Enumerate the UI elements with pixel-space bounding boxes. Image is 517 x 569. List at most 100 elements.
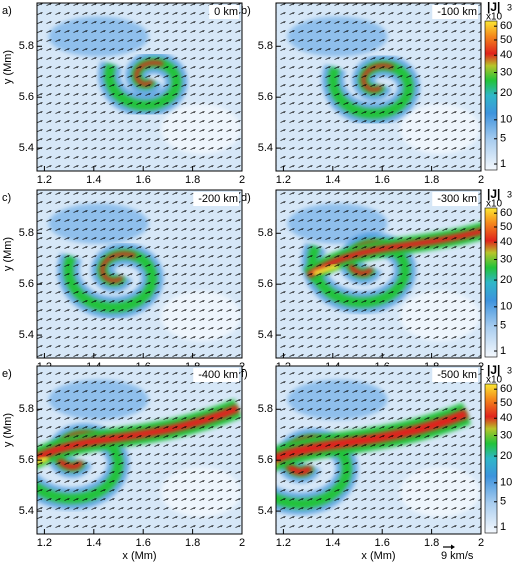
x-tick-label: 1.8 bbox=[185, 537, 200, 549]
x-tick-label: 1.2 bbox=[276, 537, 291, 549]
colorbar-tick-label: 50 bbox=[500, 221, 512, 233]
x-tick-label: 2 bbox=[239, 537, 245, 549]
x-tick-label: 1.6 bbox=[136, 537, 151, 549]
colorbar-tick-label: 5 bbox=[500, 133, 506, 145]
colorbar-tick-label: 1 bbox=[500, 158, 506, 170]
colorbar-tick-label: 40 bbox=[500, 412, 512, 424]
x-axis-label: x (Mm) bbox=[122, 550, 156, 562]
x-tick-label: 1.4 bbox=[86, 537, 101, 549]
frame bbox=[36, 189, 243, 359]
panel-label: e) bbox=[2, 368, 12, 380]
colorbar bbox=[484, 20, 498, 171]
colorbar-label: |J| bbox=[487, 363, 500, 377]
frame bbox=[275, 365, 482, 535]
colorbar-tick-label: 10 bbox=[500, 301, 512, 313]
y-axis-label: y (Mm) bbox=[2, 413, 14, 447]
x-tick-label: 1.2 bbox=[37, 537, 52, 549]
y-tick-label: 5.8 bbox=[258, 403, 273, 415]
panel-label: c) bbox=[2, 192, 11, 204]
heatmap bbox=[37, 366, 242, 534]
depth-label-box bbox=[432, 368, 478, 382]
colorbar-tick-label: 50 bbox=[500, 397, 512, 409]
velocity-arrows bbox=[276, 3, 481, 171]
colorbar-tick-label: 20 bbox=[500, 450, 512, 462]
colorbar-tick-label: 30 bbox=[500, 429, 512, 441]
colorbar-tick-label: 60 bbox=[500, 383, 512, 395]
colorbar-tick-label: 20 bbox=[500, 87, 512, 99]
panel-label: b) bbox=[241, 5, 251, 17]
x-tick-label: 1.8 bbox=[424, 537, 439, 549]
y-tick-label: 5.4 bbox=[19, 142, 34, 154]
heatmap bbox=[37, 3, 242, 171]
depth-label: -100 km bbox=[437, 6, 477, 18]
x-tick-label: 2 bbox=[478, 174, 484, 186]
x-tick-label: 1.6 bbox=[375, 537, 390, 549]
x-tick-label: 1.2 bbox=[276, 174, 291, 186]
arrow-scale-label: 9 km/s bbox=[441, 550, 474, 562]
colorbar-tick-label: 1 bbox=[500, 345, 506, 357]
x-axis-label: x (Mm) bbox=[361, 550, 395, 562]
colorbar-label: |J| bbox=[487, 187, 500, 201]
panel-label: d) bbox=[241, 192, 251, 204]
colorbar bbox=[484, 383, 498, 534]
velocity-arrows bbox=[37, 366, 242, 534]
colorbar-tick-label: 50 bbox=[500, 34, 512, 46]
colorbar-tick-label: 10 bbox=[500, 477, 512, 489]
colorbar-exponent: 3 bbox=[507, 2, 512, 12]
y-tick-label: 5.8 bbox=[19, 227, 34, 239]
depth-label-box bbox=[432, 5, 478, 19]
colorbar-tick-label: 20 bbox=[500, 274, 512, 286]
colorbar-tick-label: 10 bbox=[500, 114, 512, 126]
x-tick-label: 1.4 bbox=[325, 174, 340, 186]
y-tick-label: 5.8 bbox=[19, 40, 34, 52]
y-tick-label: 5.8 bbox=[258, 40, 273, 52]
frame bbox=[275, 189, 482, 359]
x-tick-label: 2 bbox=[478, 537, 484, 549]
colorbar-label: |J| bbox=[487, 0, 500, 14]
colorbar-exponent: 3 bbox=[507, 189, 512, 199]
depth-label: -200 km bbox=[198, 193, 238, 205]
y-tick-label: 5.4 bbox=[258, 505, 273, 517]
y-tick-label: 5.6 bbox=[19, 91, 34, 103]
panel-label: f) bbox=[241, 368, 248, 380]
x-tick-label: 1.8 bbox=[185, 174, 200, 186]
depth-label-box bbox=[193, 192, 239, 206]
colorbar-tick-label: 5 bbox=[500, 496, 506, 508]
velocity-arrows bbox=[37, 3, 242, 171]
colorbar-tick-label: 5 bbox=[500, 320, 506, 332]
y-tick-label: 5.4 bbox=[258, 142, 273, 154]
colorbar-factor: x10 bbox=[486, 375, 503, 386]
arrow-scale-head bbox=[451, 544, 455, 550]
x-tick-label: 2 bbox=[239, 174, 245, 186]
y-axis-label: y (Mm) bbox=[2, 50, 14, 84]
colorbar-tick-label: 40 bbox=[500, 49, 512, 61]
colorbar-tick-label: 60 bbox=[500, 20, 512, 32]
x-tick-label: 1.2 bbox=[37, 174, 52, 186]
colorbar-tick-label: 30 bbox=[500, 66, 512, 78]
y-axis-label: y (Mm) bbox=[2, 237, 14, 271]
y-tick-label: 5.4 bbox=[258, 329, 273, 341]
panel-label: a) bbox=[2, 5, 12, 17]
colorbar-tick-label: 60 bbox=[500, 207, 512, 219]
y-tick-label: 5.4 bbox=[19, 505, 34, 517]
x-tick-label: 1.4 bbox=[86, 174, 101, 186]
x-tick-label: 1.4 bbox=[325, 537, 340, 549]
x-tick-label: 1.6 bbox=[375, 174, 390, 186]
depth-label: -500 km bbox=[437, 369, 477, 381]
depth-label-box bbox=[432, 192, 478, 206]
x-tick-label: 1.6 bbox=[136, 174, 151, 186]
y-tick-label: 5.6 bbox=[19, 454, 34, 466]
colorbar bbox=[484, 207, 498, 358]
y-tick-label: 5.4 bbox=[19, 329, 34, 341]
depth-label: -300 km bbox=[437, 193, 477, 205]
colorbar-exponent: 3 bbox=[507, 365, 512, 375]
depth-label: 0 km bbox=[214, 6, 238, 18]
velocity-arrows bbox=[37, 190, 242, 358]
depth-label: -400 km bbox=[198, 369, 238, 381]
y-tick-label: 5.6 bbox=[258, 91, 273, 103]
frame bbox=[275, 2, 482, 172]
velocity-arrows bbox=[276, 190, 481, 358]
y-tick-label: 5.6 bbox=[258, 454, 273, 466]
x-tick-label: 1.8 bbox=[424, 174, 439, 186]
